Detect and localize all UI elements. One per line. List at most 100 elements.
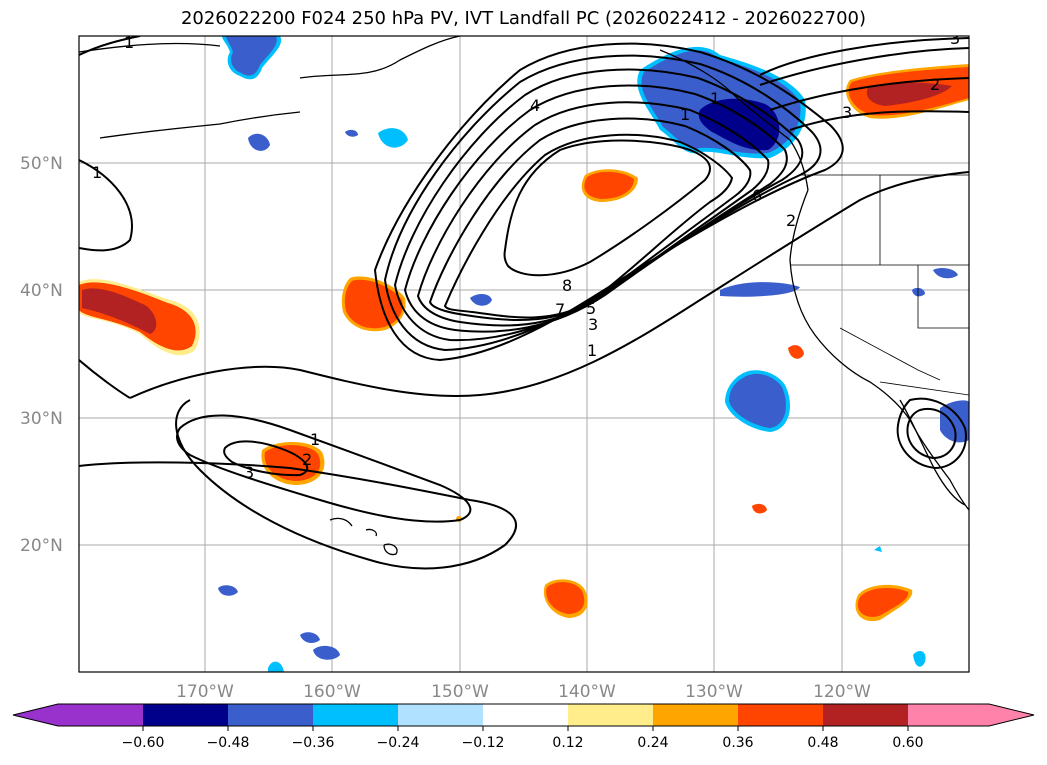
colorbar-tick-label: 0.60: [892, 735, 923, 751]
contour-main-6: [428, 117, 752, 321]
contour-3-sw: [223, 440, 309, 477]
pv-neg-small-11: [268, 661, 284, 672]
pv-pos-patch-141w-16n-core: [546, 582, 585, 614]
pv-pos-patch-ne-dark: [866, 82, 952, 106]
contour-label: 7: [555, 300, 565, 319]
gridlines: [79, 36, 969, 672]
lat-label-20n: 20°N: [20, 536, 63, 556]
contour-labels: 1 1 1 1 1 2 2 3 3 3 4 5 6 7 8 1 2 3: [92, 29, 960, 482]
lon-label-130w: 130°W: [685, 682, 743, 702]
colorbar-segment: [398, 704, 484, 726]
colorbar-extend-low: [13, 704, 58, 726]
pv-pos-small-2: [752, 503, 767, 514]
map-title: 2026022200 F024 250 hPa PV, IVT Landfall…: [180, 8, 867, 29]
contour-1-w: [79, 159, 133, 252]
pv-neg-small-4: [720, 282, 800, 297]
pv-neg-small-5: [345, 129, 358, 137]
colorbar-segment: [143, 704, 229, 726]
contour-ne-loop: [759, 37, 969, 131]
pv-pos-patch-119w-15n-core: [857, 587, 909, 617]
lon-label-170w: 170°W: [176, 682, 234, 702]
contour-inner-8: [503, 139, 711, 277]
pv-neg-patch-alaska-core: [226, 36, 277, 76]
colorbar-segment: [738, 704, 824, 726]
pv-neg-patch-sw-coast: [940, 400, 969, 443]
pv-neg-patch-130w-33n-core: [729, 373, 786, 428]
contour-label: 4: [530, 96, 540, 115]
pv-neg-small-13: [874, 546, 882, 552]
contour-1-main-south: [129, 171, 969, 399]
pv-neg-small-1: [248, 133, 270, 151]
contour-label: 2: [786, 211, 796, 230]
colorbar-segment: [483, 704, 569, 726]
lon-label-160w: 160°W: [303, 682, 361, 702]
contour-main-2: [383, 54, 822, 352]
latitude-labels: 50°N 40°N 30°N 20°N: [20, 154, 63, 556]
contour-label: 1: [680, 105, 690, 124]
contour-1-sw-loop: [79, 359, 517, 570]
lon-label-150w: 150°W: [431, 682, 489, 702]
colorbar-segment: [823, 704, 909, 726]
contours: [79, 36, 969, 570]
colorbar-tick-label: −0.36: [292, 735, 335, 751]
pv-neg-small-6: [933, 267, 958, 279]
pv-neg-small-12: [913, 650, 926, 667]
contour-label: 1: [92, 163, 102, 182]
contour-label: 1: [710, 89, 720, 108]
contour-main-1: [373, 42, 844, 362]
pv-neg-small-3: [470, 294, 492, 306]
pv-neg-patch-bc-dark: [698, 98, 780, 151]
longitude-labels: 170°W 160°W 150°W 140°W 130°W 120°W: [176, 682, 871, 702]
contour-label: 6: [752, 186, 762, 205]
contour-1-nw: [79, 36, 141, 56]
contour-main-5: [416, 101, 770, 327]
pv-neg-small-7: [912, 287, 925, 297]
pv-positive-anomalies: [79, 64, 969, 622]
colorbar-segment: [653, 704, 739, 726]
contour-label: 3: [842, 103, 852, 122]
colorbar-tick-label: −0.24: [377, 735, 420, 751]
contour-label: 2: [930, 75, 940, 94]
border-states-3: [917, 265, 969, 329]
contour-label: 3: [244, 463, 254, 482]
map-background: [79, 36, 969, 672]
colorbar-segment: [568, 704, 654, 726]
contour-label: 3: [588, 315, 598, 334]
colorbar-segment: [228, 704, 314, 726]
contour-label: 1: [310, 430, 320, 449]
colorbar: −0.60 −0.48 −0.36 −0.24 −0.12 0.12 0.24 0.36 0.4…: [12, 703, 1035, 751]
pv-neg-small-9: [300, 632, 320, 643]
lat-label-40n: 40°N: [20, 281, 63, 301]
contour-label: 1: [124, 33, 134, 52]
lat-label-30n: 30°N: [20, 409, 63, 429]
pv-pos-patch-west-dark: [82, 288, 157, 334]
colorbar-tick-label: 0.48: [807, 735, 838, 751]
colorbar-segment: [58, 704, 144, 726]
border-states-4: [839, 327, 941, 381]
contour-coast-loop-2: [906, 408, 957, 460]
contour-label: 8: [562, 276, 572, 295]
contour-main-4: [403, 84, 788, 333]
contour-main-7: [443, 133, 734, 319]
colorbar-extend-high: [989, 704, 1034, 726]
colorbar-tick-label: 0.24: [637, 735, 668, 751]
lon-label-120w: 120°W: [813, 682, 871, 702]
lat-label-50n: 50°N: [20, 154, 63, 174]
contour-2-sw: [176, 414, 472, 523]
colorbar-tick-label: −0.48: [207, 735, 250, 751]
colorbar-tick-label: 0.36: [722, 735, 753, 751]
pv-neg-small-8: [218, 585, 238, 596]
colorbar-outline: [12, 703, 1035, 727]
colorbar-segment: [313, 704, 399, 726]
colorbar-tick-label: 0.12: [552, 735, 583, 751]
lon-label-140w: 140°W: [558, 682, 616, 702]
contour-label: 2: [302, 450, 312, 469]
contour-label: 3: [950, 29, 960, 48]
contour-label: 1: [587, 341, 597, 360]
contour-main-3: [393, 68, 804, 342]
map-frame: [78, 35, 970, 673]
border-us-mexico: [879, 381, 969, 396]
contour-coast-loop: [896, 397, 967, 470]
contour-label: 5: [586, 299, 596, 318]
